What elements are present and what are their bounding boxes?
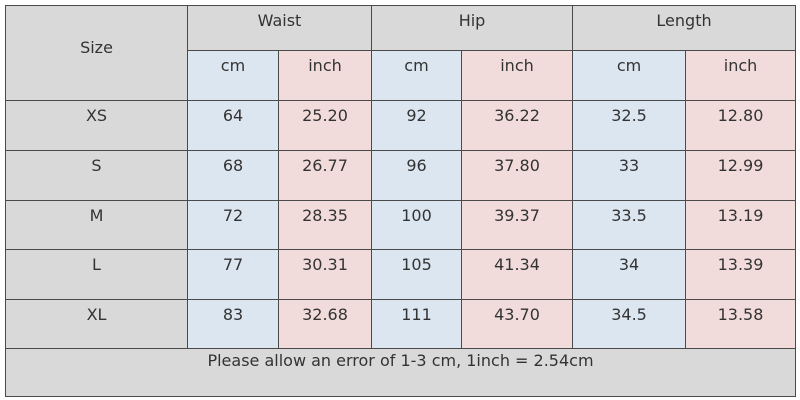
table-row: Size Waist Hip Length	[5, 5, 797, 101]
measure-cell: 32.68	[278, 299, 372, 349]
measure-cell: 43.70	[460, 299, 574, 349]
group-header: Waist	[187, 5, 372, 51]
measure-cell: 96	[371, 150, 462, 201]
measure-cell: 34	[572, 249, 687, 300]
measure-cell: 33	[572, 150, 687, 201]
measure-cell: 68	[187, 150, 279, 201]
unit-header: inch	[278, 50, 372, 101]
measure-cell: 92	[371, 100, 462, 151]
note: Please allow an error of 1-3 cm, 1inch =…	[4, 348, 797, 397]
measure-cell: 39.37	[460, 200, 574, 250]
measure-cell: 13.39	[685, 249, 797, 300]
measure-cell: 12.80	[685, 100, 797, 151]
measure-cell: 77	[187, 249, 279, 300]
size-label: XS	[5, 100, 188, 151]
measure-cell: 13.58	[685, 299, 797, 349]
measure-cell: 111	[371, 299, 462, 349]
size-table: Size Waist Hip Length cm inch cm inch cm inch XS 64…	[4, 5, 797, 397]
group-header: Length	[572, 5, 797, 51]
measure-cell: 41.34	[460, 249, 574, 300]
unit-header: inch	[460, 50, 574, 101]
measure-cell: 32.5	[572, 100, 687, 151]
size-label: M	[5, 200, 188, 250]
table-row: XS 64 25.20 92 36.22 32.5 12.80	[5, 100, 797, 151]
unit-header: cm	[572, 50, 687, 101]
size-label: XL	[5, 299, 188, 349]
measure-cell: 26.77	[278, 150, 372, 201]
table-row: cm inch cm inch cm inch	[6, 50, 797, 101]
table-row: L 77 30.31 105 41.34 34 13.39	[5, 249, 797, 300]
table-row: Please allow an error of 1-3 cm, 1inch =…	[4, 348, 797, 397]
table-row: M 72 28.35 100 39.37 33.5 13.19	[5, 200, 797, 250]
measure-cell: 34.5	[572, 299, 687, 349]
measure-cell: 25.20	[278, 100, 372, 151]
measure-cell: 37.80	[460, 150, 574, 201]
measure-cell: 33.5	[572, 200, 687, 250]
size-header: Size	[5, 5, 188, 101]
size-label: S	[5, 150, 188, 201]
measure-cell: 83	[187, 299, 279, 349]
measure-cell: 72	[187, 200, 279, 250]
measure-cell: 105	[371, 249, 462, 300]
group-header: Hip	[370, 5, 574, 51]
unit-header: cm	[371, 50, 462, 101]
measure-cell: 28.35	[278, 200, 372, 250]
measure-cell: 64	[187, 100, 279, 151]
table-row: S 68 26.77 96 37.80 33 12.99	[5, 150, 797, 201]
unit-header: inch	[685, 50, 797, 101]
table-row: XL 83 32.68 111 43.70 34.5 13.58	[5, 299, 797, 349]
measure-cell: 36.22	[460, 100, 574, 151]
measure-cell: 100	[371, 200, 462, 250]
unit-header: cm	[187, 50, 279, 101]
size-label: L	[5, 249, 188, 300]
measure-cell: 13.19	[685, 200, 797, 250]
measure-cell: 30.31	[278, 249, 372, 300]
measure-cell: 12.99	[685, 150, 797, 201]
